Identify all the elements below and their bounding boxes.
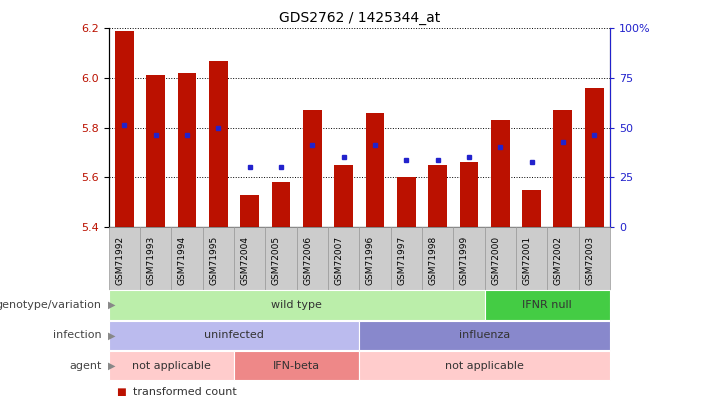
Text: GSM72002: GSM72002 — [554, 236, 563, 285]
Text: GSM71993: GSM71993 — [147, 236, 156, 285]
Bar — [428, 165, 447, 227]
Bar — [585, 88, 604, 227]
Text: GSM72003: GSM72003 — [585, 236, 594, 285]
Text: genotype/variation: genotype/variation — [0, 300, 102, 310]
Text: GSM72006: GSM72006 — [304, 236, 312, 285]
Text: GSM71999: GSM71999 — [460, 236, 469, 285]
Text: GSM72001: GSM72001 — [522, 236, 531, 285]
Text: GSM72005: GSM72005 — [272, 236, 281, 285]
Text: GSM71995: GSM71995 — [210, 236, 218, 285]
Text: agent: agent — [69, 361, 102, 371]
Bar — [334, 165, 353, 227]
Text: ▶: ▶ — [108, 361, 116, 371]
Text: IFN-beta: IFN-beta — [273, 361, 320, 371]
Text: not applicable: not applicable — [132, 361, 211, 371]
Text: influenza: influenza — [459, 330, 510, 340]
Bar — [209, 61, 228, 227]
Bar — [491, 120, 510, 227]
Text: GSM71997: GSM71997 — [397, 236, 407, 285]
Text: uninfected: uninfected — [204, 330, 264, 340]
Text: GSM72000: GSM72000 — [491, 236, 501, 285]
Text: IFNR null: IFNR null — [522, 300, 572, 310]
Text: ■: ■ — [116, 387, 125, 396]
Bar — [554, 110, 572, 227]
Bar — [397, 177, 416, 227]
Bar — [115, 31, 134, 227]
Text: not applicable: not applicable — [445, 361, 524, 371]
Bar — [460, 162, 478, 227]
Text: transformed count: transformed count — [133, 387, 237, 396]
Text: wild type: wild type — [271, 300, 322, 310]
Text: ▶: ▶ — [108, 330, 116, 340]
Text: GSM71996: GSM71996 — [366, 236, 375, 285]
Bar — [303, 110, 322, 227]
Title: GDS2762 / 1425344_at: GDS2762 / 1425344_at — [278, 11, 440, 25]
Text: GSM71992: GSM71992 — [116, 236, 124, 285]
Bar — [271, 182, 290, 227]
Bar — [365, 113, 384, 227]
Bar — [240, 194, 259, 227]
Text: GSM72004: GSM72004 — [240, 236, 250, 285]
Text: ▶: ▶ — [108, 300, 116, 310]
Bar — [147, 75, 165, 227]
Text: GSM71998: GSM71998 — [428, 236, 437, 285]
Bar — [522, 190, 541, 227]
Text: infection: infection — [53, 330, 102, 340]
Bar — [177, 73, 196, 227]
Text: GSM71994: GSM71994 — [178, 236, 187, 285]
Text: GSM72007: GSM72007 — [334, 236, 343, 285]
